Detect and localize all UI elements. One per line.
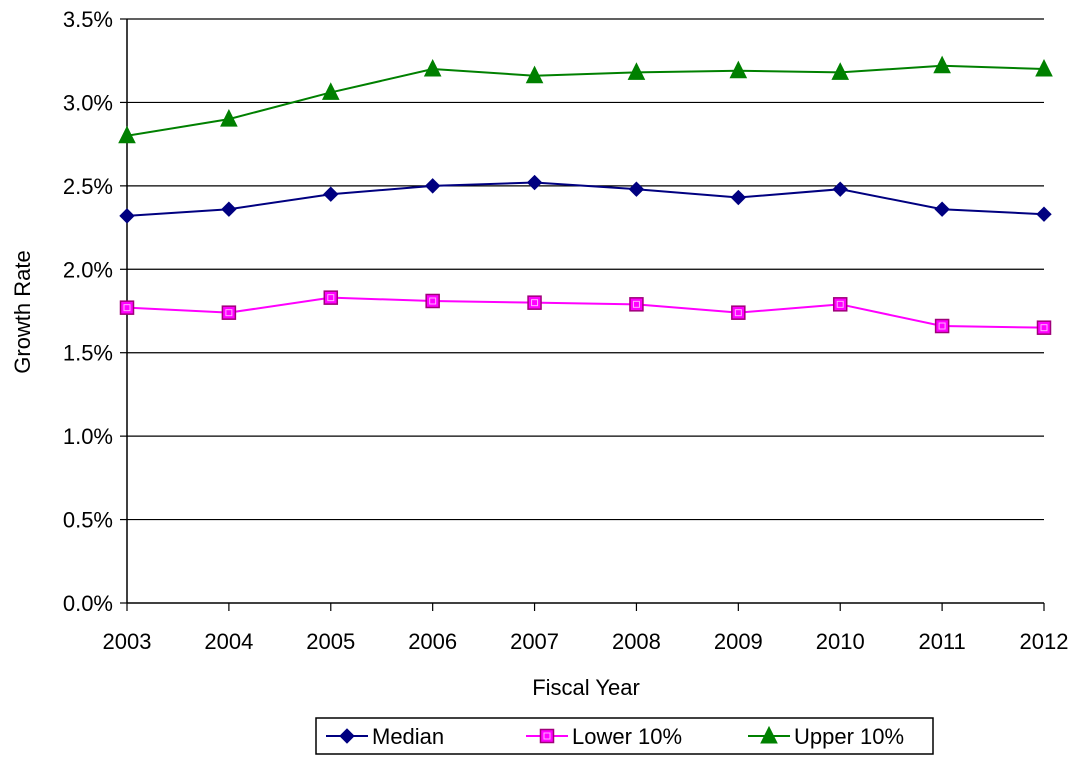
triangle-marker (321, 82, 340, 100)
legend-item: Lower 10% (526, 724, 682, 749)
diamond-marker (934, 201, 950, 217)
diamond-marker (323, 186, 339, 202)
square-marker (731, 305, 746, 320)
x-tick-label: 2010 (816, 629, 865, 654)
square-marker (425, 293, 440, 309)
x-tick-label: 2005 (306, 629, 355, 654)
square-marker-inner (429, 297, 437, 305)
triangle-marker (1035, 58, 1053, 77)
y-tick-label: 3.5% (63, 7, 113, 32)
y-tick-label: 0.0% (63, 591, 113, 616)
series-lines (118, 55, 1053, 335)
diamond-marker (1036, 206, 1052, 222)
diamond-marker (119, 208, 135, 224)
y-tick-label: 2.0% (63, 257, 113, 282)
legend: Median Lower 10% Upper 10% (315, 717, 934, 755)
triangle-marker (423, 58, 442, 77)
diamond-marker (628, 181, 645, 197)
y-tick-label: 1.0% (63, 424, 113, 449)
tick-labels: 0.0% 0.5% 1.0% 1.5% 2.0% 2.5% 3.0% 3.5% 2003 2004… (63, 7, 1069, 654)
legend-label: Lower 10% (572, 724, 682, 749)
triangle-marker (831, 62, 850, 80)
diamond-marker (339, 728, 355, 744)
axes (120, 18, 1045, 611)
y-tick-label: 2.5% (63, 174, 113, 199)
x-tick-label: 2007 (510, 629, 559, 654)
diamond-marker (526, 174, 543, 191)
square-marker (629, 297, 644, 312)
square-marker-inner (543, 732, 551, 740)
legend-item: Upper 10% (748, 724, 904, 749)
diamond-marker (832, 181, 848, 197)
x-tick-label: 2008 (612, 629, 661, 654)
square-marker-inner (327, 294, 335, 302)
square-marker (527, 295, 542, 310)
triangle-marker (760, 725, 778, 744)
legend-item: Median (326, 724, 444, 749)
y-tick-label: 0.5% (63, 508, 113, 533)
square-marker (221, 305, 237, 320)
triangle-marker (729, 60, 748, 79)
square-marker-inner (632, 300, 640, 308)
diamond-marker (730, 189, 747, 206)
y-tick-label: 3.0% (63, 90, 113, 115)
legend-box (315, 717, 934, 755)
square-marker-inner (938, 322, 946, 330)
square-marker-inner (1040, 324, 1048, 332)
x-axis-title: Fiscal Year (532, 675, 640, 700)
square-marker-inner (123, 304, 131, 312)
x-tick-label: 2006 (408, 629, 457, 654)
triangle-marker (933, 55, 951, 74)
series-line (126, 296, 1045, 329)
square-marker-inner (225, 309, 233, 317)
x-tick-label: 2009 (714, 629, 763, 654)
triangle-marker (525, 65, 544, 84)
square-marker (1036, 320, 1052, 335)
x-tick-label: 2004 (204, 629, 253, 654)
series-lower-10 (119, 290, 1052, 335)
series-line (126, 181, 1045, 217)
x-tick-label: 2012 (1020, 629, 1069, 654)
diamond-marker (424, 178, 441, 194)
series-median (119, 174, 1052, 224)
square-marker (119, 300, 135, 315)
triangle-marker (118, 125, 136, 144)
triangle-marker (627, 62, 646, 80)
square-marker-inner (531, 299, 539, 307)
y-axis-title: Growth Rate (10, 250, 35, 374)
diamond-marker (221, 201, 237, 217)
triangle-marker (220, 108, 238, 127)
x-tick-label: 2011 (918, 629, 965, 654)
square-marker-inner (734, 309, 742, 317)
legend-label: Upper 10% (794, 724, 904, 749)
gridlines (127, 18, 1044, 521)
y-tick-label: 1.5% (63, 341, 113, 366)
square-marker-inner (836, 300, 844, 308)
series-line (126, 64, 1045, 137)
legend-label: Median (372, 724, 444, 749)
square-marker (539, 728, 555, 744)
x-tick-label: 2003 (103, 629, 152, 654)
square-marker (934, 318, 950, 334)
square-marker (832, 297, 848, 312)
square-marker (323, 290, 339, 305)
series-upper-10 (118, 55, 1053, 144)
